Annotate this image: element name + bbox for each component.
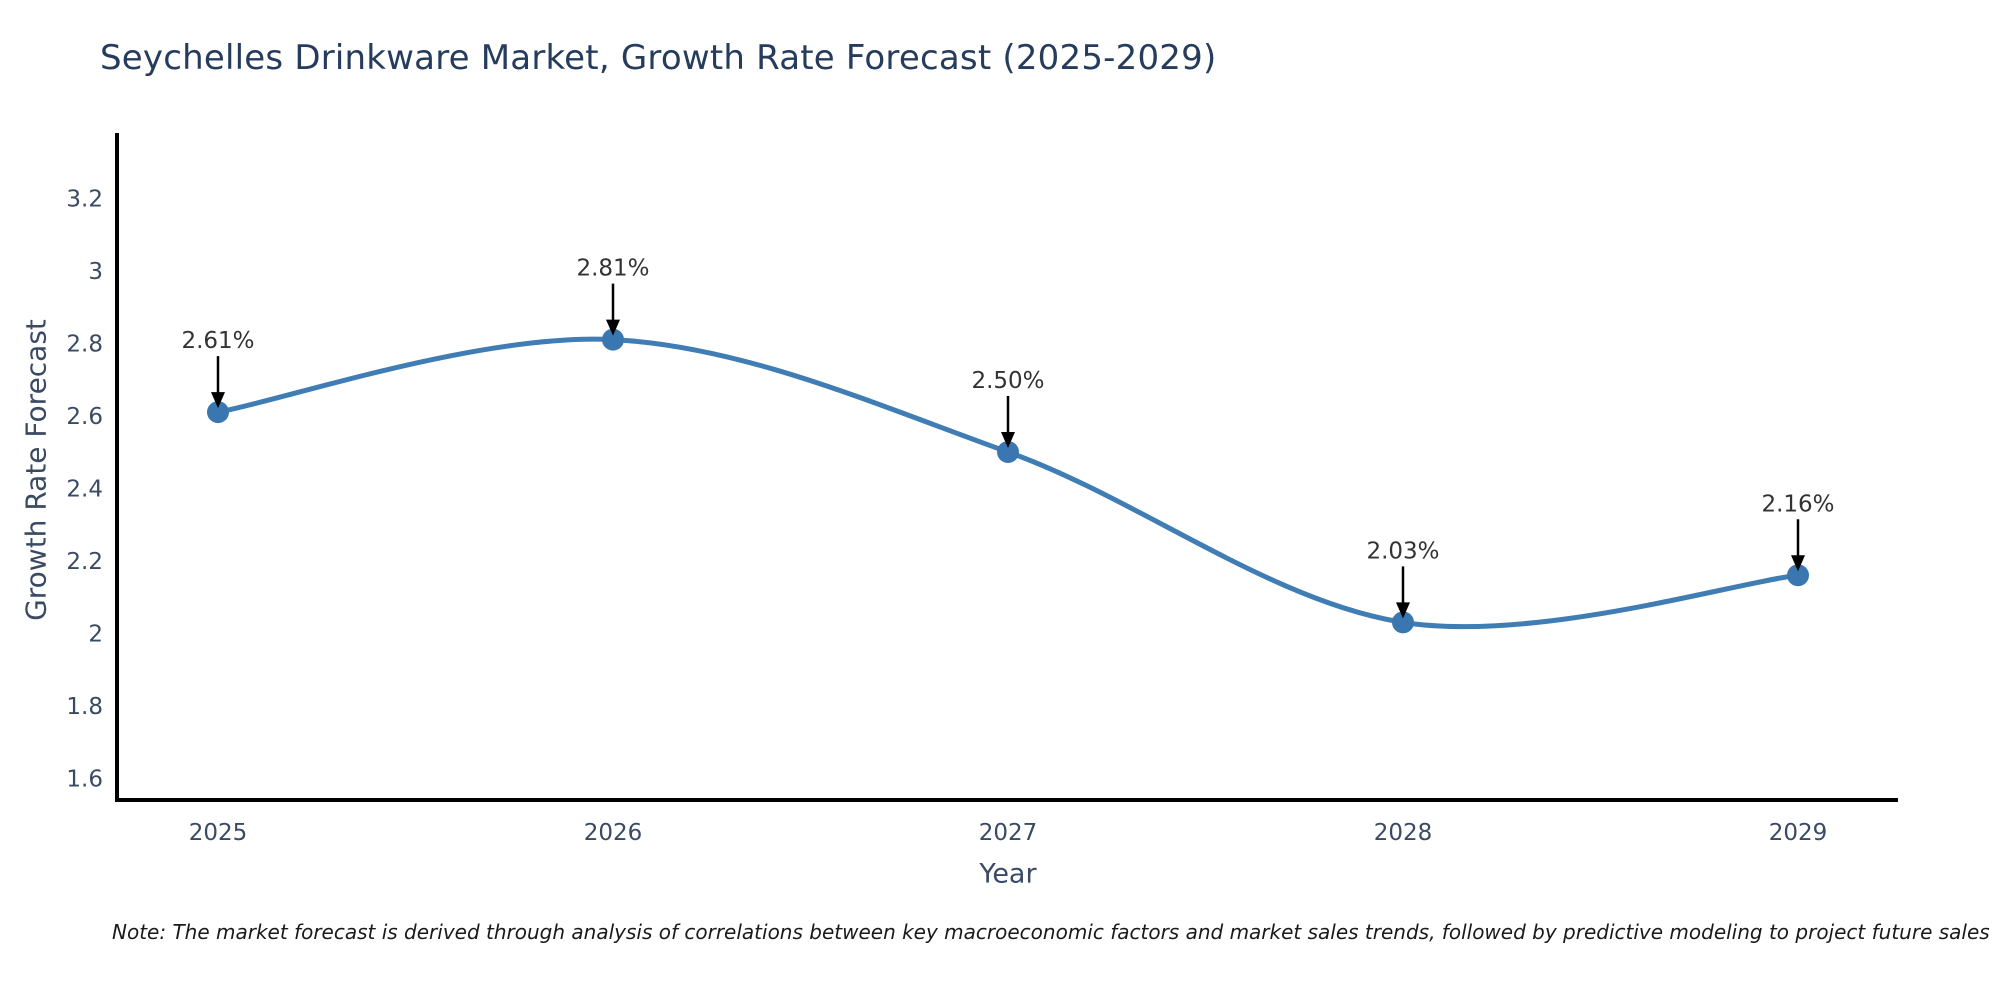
x-tick-label: 2029 — [1769, 820, 1828, 846]
annotation-label: 2.61% — [181, 328, 254, 354]
data-point-2027 — [997, 441, 1019, 463]
x-axis-title: Year — [979, 858, 1037, 890]
y-tick-label: 3.2 — [66, 186, 103, 212]
annotation-arrowhead-icon — [1791, 555, 1805, 572]
y-tick-label: 1.8 — [66, 694, 103, 720]
y-tick-label: 3 — [88, 259, 103, 285]
data-point-2029 — [1787, 564, 1809, 587]
x-tick-label: 2028 — [1374, 820, 1433, 846]
y-tick-label: 1.6 — [66, 766, 103, 792]
annotation-arrowhead-icon — [1396, 602, 1410, 619]
y-tick-label: 2.8 — [66, 331, 103, 357]
annotation-label: 2.16% — [1761, 491, 1834, 517]
y-tick-label: 2.2 — [66, 549, 103, 575]
annotation-arrowhead-icon — [606, 319, 620, 336]
y-tick-label: 2.6 — [66, 404, 103, 430]
x-tick-label: 2027 — [979, 820, 1038, 846]
y-tick-label: 2 — [88, 621, 103, 647]
data-point-2028 — [1392, 611, 1414, 634]
x-tick-label: 2025 — [189, 820, 248, 846]
y-axis-title: Growth Rate Forecast — [19, 319, 53, 621]
annotation-arrowhead-icon — [211, 392, 225, 409]
x-tick-label: 2026 — [584, 820, 643, 846]
data-point-2025 — [207, 401, 229, 424]
annotation-label: 2.03% — [1366, 538, 1439, 564]
y-tick-label: 2.4 — [66, 476, 103, 502]
data-point-2026 — [602, 328, 624, 351]
chart-note: Note: The market forecast is derived thr… — [112, 920, 1990, 944]
annotation-label: 2.50% — [971, 368, 1044, 394]
annotation-label: 2.81% — [576, 256, 649, 282]
chart-title: Seychelles Drinkware Market, Growth Rate… — [100, 38, 1217, 78]
annotation-arrowhead-icon — [1001, 432, 1015, 448]
